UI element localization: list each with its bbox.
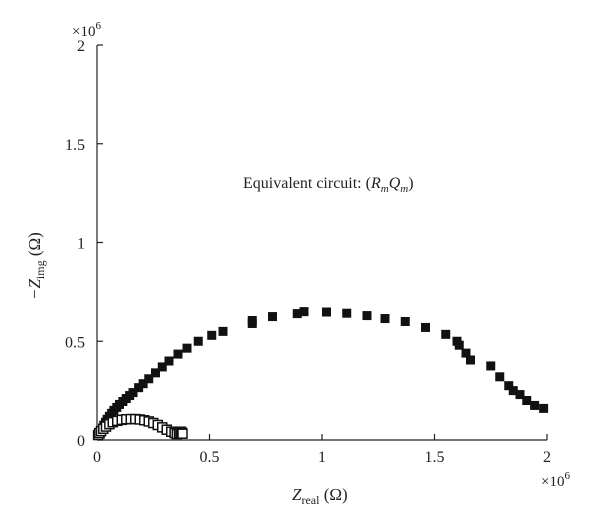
x-tick-label: 0.5 [200, 449, 220, 466]
data-point-filled [522, 396, 532, 405]
y-tick-label: 1 [77, 236, 85, 253]
data-point-filled [441, 329, 451, 339]
data-point-filled [173, 349, 183, 359]
annotation-suffix: ) [408, 175, 413, 192]
x-tick-label: 1.5 [425, 449, 445, 466]
data-point-filled [508, 386, 518, 396]
x-tick-label: 0 [93, 449, 101, 466]
data-point-filled [539, 403, 549, 413]
data-point-filled [515, 390, 525, 400]
y-axis-multiplier: ×106 [72, 20, 101, 40]
y-tick-label: 2 [77, 38, 85, 55]
y-multiplier-base: ×10 [72, 24, 95, 40]
data-point-filled [400, 317, 410, 326]
y-tick-label: 0.5 [65, 334, 85, 351]
x-multiplier-exp: 6 [564, 470, 570, 482]
data-point-filled [268, 312, 277, 322]
data-point-open [177, 428, 188, 439]
x-label-main: Z [292, 485, 302, 504]
x-tick-label: 1 [318, 449, 326, 466]
y-tick-label: 0 [77, 433, 85, 450]
y-tick-label: 1.5 [65, 137, 85, 154]
data-point-filled [138, 379, 148, 389]
data-point-filled [157, 362, 167, 372]
ticks-group [96, 44, 548, 441]
data-point-filled [151, 368, 160, 378]
y-label-sub: img [33, 260, 47, 279]
data-point-filled [299, 307, 309, 317]
data-point-filled [164, 356, 174, 366]
data-point-filled [362, 311, 372, 321]
x-multiplier-base: ×10 [541, 474, 564, 490]
data-point-filled [486, 361, 496, 371]
data-point-filled [128, 388, 138, 398]
data-point-filled [421, 322, 430, 332]
data-point-filled [292, 309, 302, 319]
x-axis-label: Zreal (Ω) [292, 485, 348, 507]
y-multiplier-exp: 6 [95, 20, 101, 32]
annotation-q: Q [389, 175, 401, 192]
annotation-q-sub: m [400, 183, 408, 195]
data-point-filled [193, 336, 203, 346]
data-point-filled [454, 340, 464, 350]
x-axis-multiplier: ×106 [541, 470, 570, 490]
equivalent-circuit-annotation: Equivalent circuit: (RmQm) [243, 175, 414, 195]
x-tick-label: 2 [543, 449, 551, 466]
annotation-prefix: Equivalent circuit: ( [243, 175, 371, 192]
data-point-filled [144, 374, 154, 384]
data-point-filled [495, 372, 505, 382]
y-label-unit: (Ω) [25, 232, 44, 260]
data-point-filled [207, 330, 217, 340]
data-point-filled [342, 308, 352, 318]
data-point-filled [466, 355, 475, 365]
annotation-r: R [370, 175, 381, 192]
tick-labels-group: 0 0.5 1 1.5 2 0 0.5 1 1.5 2 [65, 38, 551, 466]
annotation-r-sub: m [381, 183, 389, 195]
data-point-filled [322, 307, 331, 317]
y-axis-label: −Zimg (Ω) [25, 232, 47, 300]
data-point-filled [182, 343, 192, 353]
data-point-filled [380, 314, 390, 324]
data-point-filled [530, 400, 540, 410]
x-label-unit: (Ω) [319, 485, 347, 504]
data-point-filled [247, 316, 257, 326]
x-label-sub: real [301, 493, 320, 507]
data-point-filled [504, 381, 514, 391]
y-label-main: −Z [25, 279, 44, 300]
data-point-filled [461, 348, 471, 358]
data-points-group [92, 307, 549, 441]
data-point-filled [218, 326, 228, 336]
